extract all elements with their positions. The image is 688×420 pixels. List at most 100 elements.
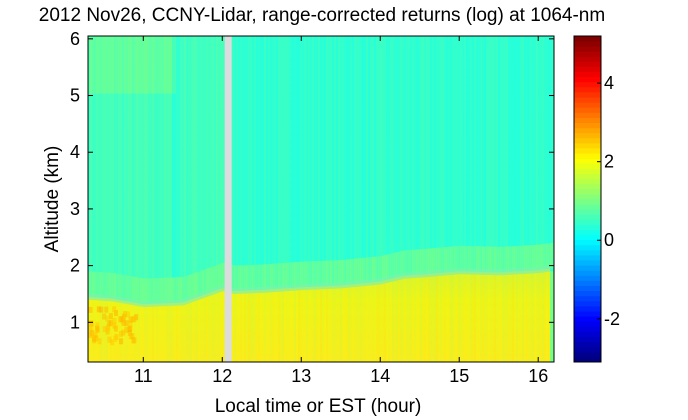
heatmap-cell (150, 223, 153, 233)
heatmap-cell (188, 68, 191, 78)
heatmap-cell (268, 239, 271, 249)
heatmap-cell (144, 158, 147, 167)
heatmap-cell (130, 256, 133, 265)
heatmap-cell (194, 158, 197, 167)
heatmap-cell (148, 125, 151, 135)
heatmap-cell (210, 52, 213, 61)
heatmap-cell (150, 207, 153, 216)
heatmap-cell (96, 93, 99, 102)
heatmap-cell (264, 52, 267, 61)
heatmap-cell (120, 239, 123, 249)
heatmap-cell (102, 93, 105, 102)
heatmap-cell (174, 150, 177, 159)
heatmap-cell (190, 36, 193, 45)
heatmap-cell (168, 150, 171, 159)
heatmap-cell (284, 174, 287, 184)
heatmap-cell (218, 141, 221, 151)
heatmap-cell (240, 174, 243, 184)
heatmap-cell (126, 182, 129, 192)
heatmap-cell (120, 182, 123, 192)
heatmap-cell (92, 199, 95, 208)
heatmap-cell (272, 101, 275, 110)
heatmap-cell (116, 68, 119, 78)
heatmap-cell (94, 101, 97, 110)
heatmap-cell (282, 68, 285, 78)
heatmap-cell (110, 141, 113, 151)
heatmap-cell (186, 264, 189, 273)
heatmap-cell (182, 60, 185, 70)
heatmap-cell (170, 125, 173, 135)
heatmap-cell (90, 199, 93, 208)
heatmap-cell (282, 182, 285, 192)
heatmap-cell (130, 125, 133, 135)
heatmap-cell (236, 117, 239, 127)
heatmap-cell (246, 125, 249, 135)
heatmap-cell (196, 141, 199, 151)
heatmap-cell (192, 84, 195, 94)
heatmap-cell (234, 166, 237, 176)
heatmap-cell (198, 182, 201, 192)
heatmap-cell (250, 125, 253, 135)
heatmap-cell (248, 231, 251, 241)
heatmap-cell (90, 44, 93, 53)
heatmap-cell (128, 109, 131, 118)
heatmap-cell (178, 133, 181, 143)
heatmap-cell (280, 256, 283, 265)
heatmap-cell (156, 84, 159, 94)
heatmap-cell (280, 117, 283, 127)
heatmap-cell (138, 199, 141, 208)
heatmap-cell (266, 182, 269, 192)
heatmap-cell (182, 125, 185, 135)
heatmap-cell (190, 158, 193, 167)
heatmap-cell (114, 182, 117, 192)
heatmap-cell (98, 231, 101, 241)
heatmap-cell (154, 223, 157, 233)
heatmap-cell (88, 231, 91, 241)
heatmap-cell (248, 166, 251, 176)
heatmap-cell (122, 93, 125, 102)
heatmap-cell (124, 256, 127, 265)
heatmap-cell (186, 174, 189, 184)
heatmap-cell (282, 215, 285, 224)
heatmap-cell (144, 166, 147, 176)
heatmap-cell (178, 68, 181, 78)
heatmap-cell (124, 109, 127, 118)
heatmap-cell (140, 68, 143, 78)
heatmap-cell (222, 215, 225, 224)
heatmap-cell (232, 68, 235, 78)
heatmap-cell (244, 239, 247, 249)
heatmap-cell (256, 239, 259, 249)
heatmap-cell (152, 60, 155, 70)
heatmap-cell (176, 190, 179, 200)
heatmap-cell (144, 44, 147, 53)
heatmap-cell (160, 150, 163, 159)
heatmap-cell (114, 199, 117, 208)
heatmap-cell (126, 60, 129, 70)
heatmap-cell (100, 125, 103, 135)
heatmap-cell (286, 166, 289, 176)
heatmap-cell (264, 76, 267, 86)
heatmap-cell (242, 190, 245, 200)
heatmap-cell (170, 207, 173, 216)
heatmap-cell (164, 150, 167, 159)
heatmap-cell (154, 199, 157, 208)
heatmap-cell (130, 190, 133, 200)
heatmap-cell (196, 133, 199, 143)
heatmap-cell (242, 231, 245, 241)
heatmap-cell (250, 158, 253, 167)
heatmap-cell (96, 239, 99, 249)
heatmap-cell (112, 60, 115, 70)
heatmap-cell (284, 76, 287, 86)
heatmap-cell (240, 207, 243, 216)
heatmap-cell (142, 150, 145, 159)
heatmap-cell (120, 117, 123, 127)
heatmap-cell (190, 199, 193, 208)
heatmap-cell (198, 101, 201, 110)
heatmap-cell (266, 256, 269, 265)
heatmap-cell (284, 84, 287, 94)
heatmap-cell (94, 52, 97, 61)
heatmap-cell (206, 247, 209, 257)
heatmap-cell (90, 141, 93, 151)
heatmap-cell (238, 125, 241, 135)
heatmap-cell (92, 264, 95, 273)
